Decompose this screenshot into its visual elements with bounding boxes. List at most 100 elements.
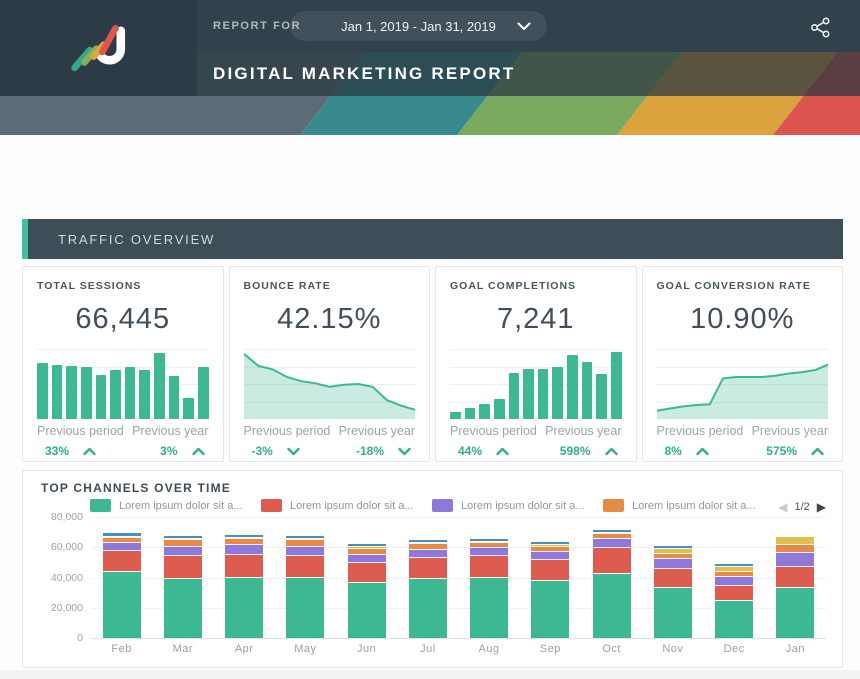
gridline bbox=[91, 517, 826, 518]
month-label: Sep bbox=[539, 643, 561, 655]
segment-channel-6 bbox=[592, 530, 631, 532]
share-icon bbox=[810, 16, 830, 38]
legend-item-2[interactable]: Lorem ipsum dolor sit a... bbox=[261, 499, 432, 512]
mini-bar bbox=[168, 375, 180, 419]
month-label: Feb bbox=[111, 643, 132, 655]
mini-area-chart bbox=[243, 349, 415, 419]
stacked-bar-chart bbox=[91, 517, 826, 639]
mini-bar bbox=[581, 362, 593, 419]
caret-down-icon bbox=[398, 447, 411, 455]
previous-period-label: Previous period bbox=[450, 424, 537, 438]
legend-pagination: ◀ 1/2 ▶ bbox=[778, 500, 826, 514]
date-range-dropdown[interactable]: Jan 1, 2019 - Jan 31, 2019 bbox=[290, 11, 547, 41]
segment-channel-3 bbox=[715, 576, 754, 585]
stacked-bar-jan bbox=[776, 537, 815, 638]
previous-year-change: 575% bbox=[766, 444, 824, 458]
segment-channel-4 bbox=[408, 543, 447, 549]
kpi-card-2: BOUNCE RATE 42.15% Previous period Previous… bbox=[228, 266, 430, 462]
legend-swatch bbox=[90, 499, 111, 512]
change-value: 575% bbox=[766, 444, 797, 458]
kpi-label: TOTAL SESSIONS bbox=[37, 280, 142, 292]
segment-channel-4 bbox=[531, 546, 570, 551]
y-axis-labels: 80,000 60,000 40,000 20,000 0 bbox=[35, 511, 83, 644]
mini-bar bbox=[508, 372, 520, 419]
share-button[interactable] bbox=[808, 15, 832, 39]
segment-channel-6 bbox=[470, 539, 509, 541]
kpi-label: GOAL COMPLETIONS bbox=[450, 280, 577, 292]
legend-item-1[interactable]: Lorem ipsum dolor sit a... bbox=[90, 499, 261, 512]
mini-bar bbox=[80, 366, 92, 419]
segment-channel-5 bbox=[470, 541, 509, 542]
legend-page-indicator: 1/2 bbox=[794, 501, 810, 513]
segment-channel-1 bbox=[286, 577, 325, 638]
previous-period-change: 44% bbox=[458, 444, 509, 458]
gridline bbox=[243, 349, 415, 350]
kpi-mini-chart bbox=[37, 349, 209, 419]
stacked-bar-dec bbox=[715, 564, 754, 638]
month-label: Jun bbox=[357, 643, 377, 655]
bar-slot bbox=[275, 517, 336, 638]
mini-bar bbox=[197, 367, 209, 419]
segment-channel-1 bbox=[225, 577, 264, 638]
kpi-card-3: GOAL COMPLETIONS 7,241 Previous period Prev… bbox=[435, 266, 637, 462]
segment-channel-4 bbox=[653, 553, 692, 558]
stacked-bar-mar bbox=[163, 536, 202, 638]
gridline bbox=[450, 384, 622, 385]
legend-prev-page-icon[interactable]: ◀ bbox=[778, 500, 788, 514]
mini-bar bbox=[154, 352, 165, 419]
kpi-value: 66,445 bbox=[75, 303, 171, 335]
caret-up-icon bbox=[604, 447, 618, 455]
change-value: 33% bbox=[45, 444, 70, 458]
legend-item-3[interactable]: Lorem ipsum dolor sit a... bbox=[432, 499, 603, 512]
kpi-mini-chart bbox=[243, 349, 415, 419]
change-value: 44% bbox=[458, 444, 483, 458]
month-label: Dec bbox=[723, 643, 745, 655]
segment-channel-2 bbox=[776, 566, 815, 587]
segment-channel-2 bbox=[102, 550, 141, 571]
mini-bar bbox=[537, 369, 549, 419]
mini-bar bbox=[464, 407, 476, 419]
segment-channel-5 bbox=[408, 542, 447, 543]
bar-slots bbox=[91, 517, 826, 638]
segment-channel-1 bbox=[715, 600, 754, 638]
dashthis-logo-icon bbox=[70, 24, 125, 72]
segment-channel-6 bbox=[102, 533, 141, 536]
segment-channel-3 bbox=[102, 542, 141, 550]
mini-bar-series bbox=[37, 349, 209, 419]
legend-next-page-icon[interactable]: ▶ bbox=[816, 500, 826, 514]
segment-channel-6 bbox=[347, 544, 386, 546]
y-tick-label: 60,000 bbox=[50, 541, 83, 554]
segment-channel-2 bbox=[163, 555, 202, 578]
segment-channel-5 bbox=[592, 532, 631, 533]
previous-year-label: Previous year bbox=[338, 424, 415, 438]
legend-swatch bbox=[603, 499, 624, 512]
kpi-label: BOUNCE RATE bbox=[243, 280, 331, 292]
legend-item-4[interactable]: Lorem ipsum dolor sit a... bbox=[603, 499, 774, 512]
gridline bbox=[656, 401, 828, 403]
change-value: 598% bbox=[559, 444, 591, 458]
header-banner: REPORT FOR Jan 1, 2019 - Jan 31, 2019 DI… bbox=[0, 0, 860, 135]
segment-channel-6 bbox=[408, 540, 447, 542]
section-title: TRAFFIC OVERVIEW bbox=[58, 231, 216, 247]
segment-channel-2 bbox=[592, 547, 631, 573]
bar-slot bbox=[459, 517, 520, 638]
segment-channel-3 bbox=[653, 558, 692, 568]
gridline bbox=[91, 607, 826, 609]
mini-bar bbox=[51, 365, 63, 419]
segment-channel-5 bbox=[347, 546, 386, 548]
bar-slot bbox=[397, 517, 458, 638]
segment-channel-4 bbox=[225, 538, 264, 544]
month-label: Jul bbox=[420, 643, 436, 655]
segment-channel-3 bbox=[776, 552, 815, 566]
segment-channel-2 bbox=[715, 585, 754, 600]
segment-channel-5 bbox=[286, 538, 325, 539]
bar-slot bbox=[642, 517, 703, 638]
kpi-card-4: GOAL CONVERSION RATE 10.90% Previous perio… bbox=[641, 266, 843, 462]
x-axis-labels: Feb Mar Apr May Jun Jul Aug Sep Oct Nov Dec Jan bbox=[91, 643, 826, 655]
gridline bbox=[450, 366, 622, 368]
segment-channel-4 bbox=[163, 539, 202, 546]
segment-channel-4 bbox=[347, 548, 386, 554]
mini-bar bbox=[523, 369, 534, 419]
chevron-down-icon bbox=[517, 22, 531, 30]
legend-swatch bbox=[261, 499, 282, 512]
